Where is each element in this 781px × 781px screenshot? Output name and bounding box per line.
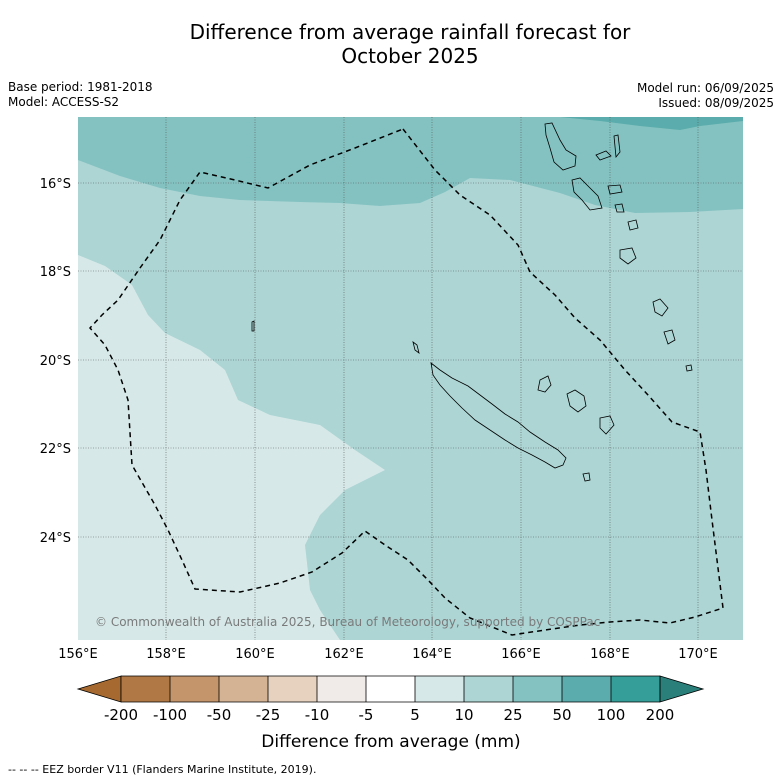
colorbar-tick: 100 [597,706,626,724]
lon-label-170e: 170°E [678,647,718,662]
lon-label-166e: 166°E [501,647,541,662]
copyright-text: © Commonwealth of Australia 2025, Bureau… [95,615,600,629]
colorbar-segment-2 [170,676,219,702]
colorbar-outline [120,675,661,703]
epi [614,203,625,213]
colorbar-extend-low [76,675,122,703]
lifou-island [566,389,587,413]
colorbar-segment-3 [219,676,268,702]
colorbar-segment-6 [366,676,415,702]
tanna [652,298,669,317]
efate [627,219,639,231]
isle-of-pines [582,472,591,482]
lon-label-156e: 156°E [58,647,98,662]
title-line-1: Difference from average rainfall forecas… [189,20,631,44]
colorbar-tick: 10 [454,706,473,724]
colorbar-segment-1 [121,676,170,702]
malekula [571,177,603,211]
lon-label-160e: 160°E [235,647,275,662]
colorbar-label: Difference from average (mm) [261,732,520,752]
chesterfield-islets [251,320,255,332]
lon-label-158e: 158°E [146,647,186,662]
colorbar-segment-10 [562,676,611,702]
colorbar-tick: -50 [207,706,232,724]
colorbar: -200 -100 -50 -25 -10 -5 5 10 25 50 100 … [76,675,705,752]
colorbar-ticks: -200 -100 -50 -25 -10 -5 5 10 25 50 100 … [104,706,674,724]
colorbar-segment-9 [513,676,562,702]
new-caledonia-coastline [430,362,567,469]
model-run: Model run: 06/09/2025 [636,81,774,95]
latitude-labels: 16°S 18°S 20°S 22°S 24°S [40,177,71,546]
lat-label-22s: 22°S [40,442,71,457]
erromango [619,247,637,265]
colorbar-tick: 200 [646,706,675,724]
base-period: Base period: 1981-2018 [8,80,153,94]
colorbar-extend-high [659,675,705,703]
colorbar-tick: 50 [552,706,571,724]
chart-title: Difference from average rainfall forecas… [0,20,781,68]
longitude-labels: 156°E 158°E 160°E 162°E 164°E 166°E 168°… [58,647,718,662]
colorbar-tick: 25 [503,706,522,724]
meta-left: Base period: 1981-2018 Model: ACCESS-S2 [8,80,153,110]
colorbar-tick: 5 [410,706,420,724]
lat-label-18s: 18°S [40,265,71,280]
matthew-island [685,364,693,372]
colorbar-tick: -5 [359,706,374,724]
colorbar-segment-4 [268,676,317,702]
band-5-10 [78,255,385,640]
lat-label-20s: 20°S [40,354,71,369]
lon-label-162e: 162°E [324,647,364,662]
colorbar-segment-8 [464,676,513,702]
maewo-ambae [595,150,612,161]
aneityum [663,329,676,345]
mare-island [599,415,615,435]
lat-label-24s: 24°S [40,531,71,546]
issued-date: Issued: 08/09/2025 [658,96,774,110]
model-name: Model: ACCESS-S2 [8,95,120,109]
title-line-2: October 2025 [341,44,479,68]
eez-footnote: -- -- -- EEZ border V11 (Flanders Marine… [8,763,317,776]
colorbar-tick: -200 [104,706,138,724]
lat-label-16s: 16°S [40,177,71,192]
pentecost [613,134,621,159]
colorbar-segment-5 [317,676,366,702]
ouvea-island [537,375,552,393]
eez-border [88,128,724,636]
lon-label-164e: 164°E [412,647,452,662]
lon-label-168e: 168°E [590,647,630,662]
band-25-50 [78,117,743,213]
meta-right: Model run: 06/09/2025 Issued: 08/09/2025 [637,81,774,111]
band-50-100 [560,117,743,130]
graticule [78,117,743,640]
colorbar-segment-11 [611,676,660,702]
rainfall-anomaly-map [78,117,743,640]
colorbar-tick: -100 [153,706,187,724]
espiritu-santo [544,122,577,171]
colorbar-tick: -10 [305,706,330,724]
colorbar-tick: -25 [256,706,281,724]
colorbar-segment-7 [415,676,464,702]
ambrym [607,184,623,195]
belep-islands [412,341,420,354]
